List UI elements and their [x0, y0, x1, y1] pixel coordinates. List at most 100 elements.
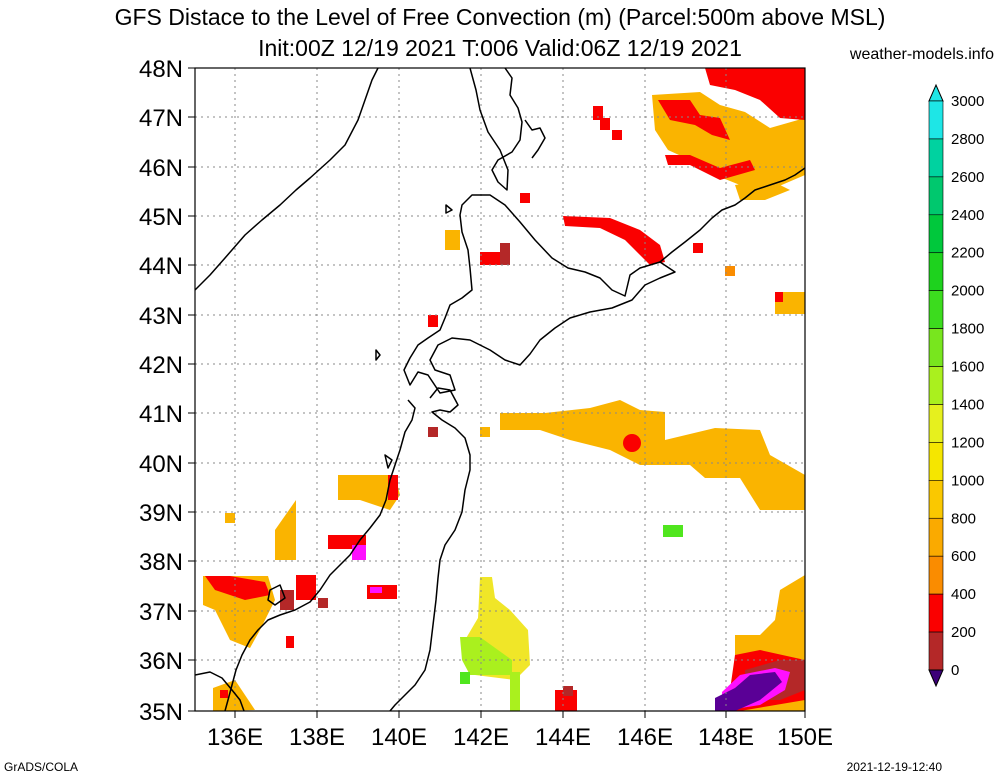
- colorbar-label: 800: [951, 510, 976, 527]
- field-patch-kuril-s5: [428, 315, 438, 327]
- colorbar-segment: [928, 404, 944, 443]
- site-credit: weather-models.info: [849, 46, 994, 63]
- field-patch-se-purple: [715, 672, 782, 711]
- coast-hokkaido: [403, 194, 676, 394]
- colorbar-segment: [928, 100, 944, 140]
- colorbar-segment: [928, 138, 944, 178]
- field-patch-e2: [775, 292, 783, 302]
- field-patch-band-red: [623, 434, 641, 452]
- colorbar-label: 3000: [951, 93, 984, 110]
- field-patch-green-1: [663, 525, 683, 537]
- lat-label: 47N: [139, 105, 183, 132]
- lon-labels: 136E 138E 140E 142E 144E 146E 148E 150E: [207, 724, 833, 751]
- lat-label: 37N: [139, 599, 183, 626]
- axis-ticks: [188, 67, 806, 718]
- field-patch-kuril-s3: [480, 252, 505, 265]
- lat-label: 48N: [139, 56, 183, 83]
- field-patch-band-orange: [500, 400, 805, 510]
- field-patch-south-g2: [510, 672, 520, 711]
- colorbar-label: 1200: [951, 434, 984, 451]
- footer-timestamp: 2021-12-19-12:40: [846, 760, 942, 774]
- field-patch-sw-red: [220, 690, 228, 698]
- lon-label: 144E: [535, 724, 591, 751]
- field-patch-sw-orange: [213, 680, 255, 711]
- lat-label: 40N: [139, 451, 183, 478]
- colorbar-label: 2600: [951, 169, 984, 186]
- field-patch-west-s6: [286, 636, 294, 648]
- field-patch-band-s2: [428, 427, 438, 437]
- field-patch-small-2: [600, 118, 610, 130]
- colorbar: 3000280026002400220020001800160014001200…: [928, 83, 984, 688]
- field-patch-south-green: [460, 637, 512, 675]
- coast-asia-mainland: [195, 68, 379, 291]
- lat-label: 44N: [139, 253, 183, 280]
- lat-label: 41N: [139, 401, 183, 428]
- colorbar-label: 1400: [951, 396, 984, 413]
- colorbar-label: 2000: [951, 283, 984, 300]
- colorbar-label: 0: [951, 662, 959, 679]
- colorbar-segment: [928, 290, 944, 329]
- lat-label: 38N: [139, 549, 183, 576]
- colorbar-segment: [928, 328, 944, 367]
- lon-label: 150E: [777, 724, 833, 751]
- field-patch-ne-red2: [665, 155, 755, 180]
- lon-label: 140E: [371, 724, 427, 751]
- coastlines: [195, 68, 805, 711]
- colorbar-segment: [928, 442, 944, 481]
- colorbar-max-arrow: [928, 83, 944, 102]
- lon-label: 136E: [207, 724, 263, 751]
- colorbar-segment: [928, 176, 944, 216]
- colorbar-segment: [928, 517, 944, 557]
- colorbar-label: 400: [951, 586, 976, 603]
- colorbar-segment: [928, 631, 944, 671]
- lat-label: 35N: [139, 699, 183, 726]
- colorbar-segment: [928, 214, 944, 254]
- lat-label: 39N: [139, 500, 183, 527]
- colorbar-segment: [928, 252, 944, 291]
- field-patch-jsea-orange2: [275, 500, 296, 560]
- colorbar-segment: [928, 366, 944, 405]
- field-patch-west-red: [205, 576, 270, 600]
- coast-honshu-west: [224, 399, 416, 711]
- field-layer: [203, 68, 805, 711]
- field-patch-jsea-orange: [338, 475, 400, 510]
- field-patch-kuril-red: [563, 216, 665, 265]
- lon-label: 138E: [289, 724, 345, 751]
- lat-label: 46N: [139, 155, 183, 182]
- coast-sakhalin: [469, 68, 546, 191]
- colorbar-label: 1600: [951, 359, 984, 376]
- coast-honshu-north: [389, 387, 471, 711]
- lon-label: 146E: [617, 724, 673, 751]
- graticule: [195, 68, 805, 711]
- lat-label: 42N: [139, 352, 183, 379]
- field-patch-jsea-red: [388, 475, 398, 500]
- lat-label: 43N: [139, 303, 183, 330]
- field-patch-west-s5: [370, 587, 382, 593]
- lon-label: 148E: [698, 724, 754, 751]
- coast-sado: [267, 584, 286, 606]
- coast-kuril: [659, 167, 805, 263]
- lat-labels: 48N 47N 46N 45N 44N 43N 42N 41N 40N 39N …: [139, 56, 183, 726]
- field-patch-band-s1: [480, 427, 490, 437]
- colorbar-segment: [928, 480, 944, 519]
- map-frame: [194, 67, 806, 712]
- coast-rishiri: [445, 204, 453, 214]
- field-patch-kuril-s2: [445, 230, 460, 250]
- field-patch-ne-red3: [658, 100, 730, 140]
- coast-okushiri: [375, 349, 381, 361]
- coast-se-island: [195, 671, 245, 711]
- field-patch-kuril-s4: [500, 243, 510, 265]
- coast-noto: [384, 454, 393, 469]
- field-patch-kuril-s7: [725, 266, 735, 276]
- footer-software: GrADS/COLA: [4, 760, 79, 774]
- lat-label: 45N: [139, 204, 183, 231]
- colorbar-label: 2200: [951, 245, 984, 262]
- field-patch-south-r2: [563, 686, 573, 696]
- map-subtitle: Init:00Z 12/19 2021 T:006 Valid:06Z 12/1…: [258, 35, 742, 61]
- field-patch-kuril-s1: [520, 193, 530, 203]
- field-patch-kuril-s6: [693, 243, 703, 253]
- colorbar-label: 2400: [951, 207, 984, 224]
- field-patch-west-s2: [296, 575, 316, 600]
- colorbar-segment: [928, 555, 944, 595]
